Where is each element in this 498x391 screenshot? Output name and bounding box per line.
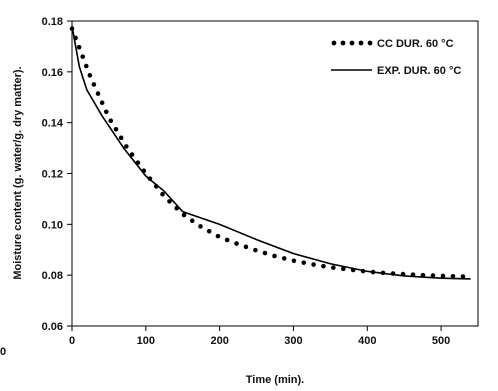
- x-tick-label: 100: [137, 335, 155, 347]
- cc-data-point: [83, 63, 89, 69]
- cc-data-point: [253, 247, 258, 253]
- plot-area: [71, 20, 479, 327]
- legend-dots-marker: [331, 40, 373, 46]
- legend-label-cc: CC DUR. 60 °C: [377, 38, 454, 50]
- legend-dot: [367, 40, 373, 46]
- cc-data-point: [430, 273, 436, 278]
- cc-data-point: [91, 82, 97, 87]
- legend-entry-cc: CC DUR. 60 °C: [331, 38, 454, 50]
- y-tick-label: 0.12: [42, 169, 63, 181]
- y-axis-ticks: 0.06 0.08 0.10 0.12 0.14 0.16 0.18: [42, 16, 72, 333]
- y-tick-label: 0.08: [42, 270, 63, 282]
- x-tick-label: 400: [358, 335, 376, 347]
- legend-dot: [340, 40, 346, 46]
- cc-data-point: [281, 256, 287, 261]
- legend: CC DUR. 60 °C EXP. DUR. 60 °C: [331, 38, 461, 77]
- cc-data-point: [103, 109, 109, 115]
- cc-data-point: [118, 135, 124, 141]
- cc-data-point: [189, 218, 195, 224]
- y-tick-label: 0.06: [42, 321, 63, 333]
- cc-data-point: [272, 253, 277, 259]
- cc-data-point: [206, 228, 212, 234]
- cc-data-point: [311, 262, 316, 267]
- cc-data-point: [124, 144, 129, 149]
- x-tick-label: 500: [432, 335, 450, 347]
- cc-data-point: [301, 260, 307, 265]
- x-tick-label: 200: [210, 335, 228, 347]
- y-tick-label: 0.14: [42, 118, 64, 130]
- series-cc-dotted: [69, 26, 466, 279]
- cc-data-point: [450, 273, 456, 279]
- cc-data-point: [99, 100, 105, 105]
- cc-data-point: [340, 266, 346, 272]
- cc-data-point: [460, 274, 466, 279]
- cc-data-point: [167, 199, 172, 204]
- series-exp-line: [71, 25, 471, 280]
- series-layer: [69, 25, 471, 280]
- cc-data-point: [198, 224, 203, 229]
- cc-data-point: [87, 73, 93, 78]
- legend-dot: [331, 40, 337, 46]
- y-tick-label: 0.10: [42, 219, 63, 231]
- legend-dot: [358, 40, 364, 46]
- cc-data-point: [234, 241, 239, 246]
- cc-data-point: [129, 152, 135, 157]
- cc-data-point: [215, 233, 221, 239]
- cc-data-point: [224, 237, 230, 243]
- y-tick-label: 0.18: [42, 16, 63, 28]
- cc-data-point: [95, 91, 101, 96]
- cc-data-point: [321, 263, 326, 269]
- cc-data-point: [113, 126, 119, 132]
- legend-entry-exp: EXP. DUR. 60 °C: [331, 65, 461, 77]
- x-axis-ticks: 0 100 200 300 400 500: [69, 326, 450, 347]
- x-tick-label: 0: [69, 335, 75, 347]
- legend-label-exp: EXP. DUR. 60 °C: [377, 65, 461, 77]
- cc-data-point: [262, 250, 268, 256]
- cc-data-point: [440, 273, 446, 279]
- x-tick-label: 300: [284, 335, 302, 347]
- cc-data-point: [80, 54, 86, 59]
- edge-label: 0: [0, 346, 6, 358]
- cc-data-point: [160, 191, 165, 197]
- cc-data-point: [243, 244, 249, 250]
- cc-data-point: [76, 45, 82, 50]
- legend-dot: [349, 40, 355, 46]
- cc-data-point: [331, 265, 336, 270]
- cc-data-point: [108, 118, 114, 124]
- cc-data-point: [181, 212, 187, 218]
- x-axis-label: Time (min).: [246, 374, 304, 386]
- plot-frame: [71, 20, 479, 327]
- y-axis-label: Moisture content (g. water/g. dry matter…: [12, 66, 24, 279]
- y-tick-label: 0.16: [42, 67, 63, 79]
- cc-data-point: [291, 258, 297, 264]
